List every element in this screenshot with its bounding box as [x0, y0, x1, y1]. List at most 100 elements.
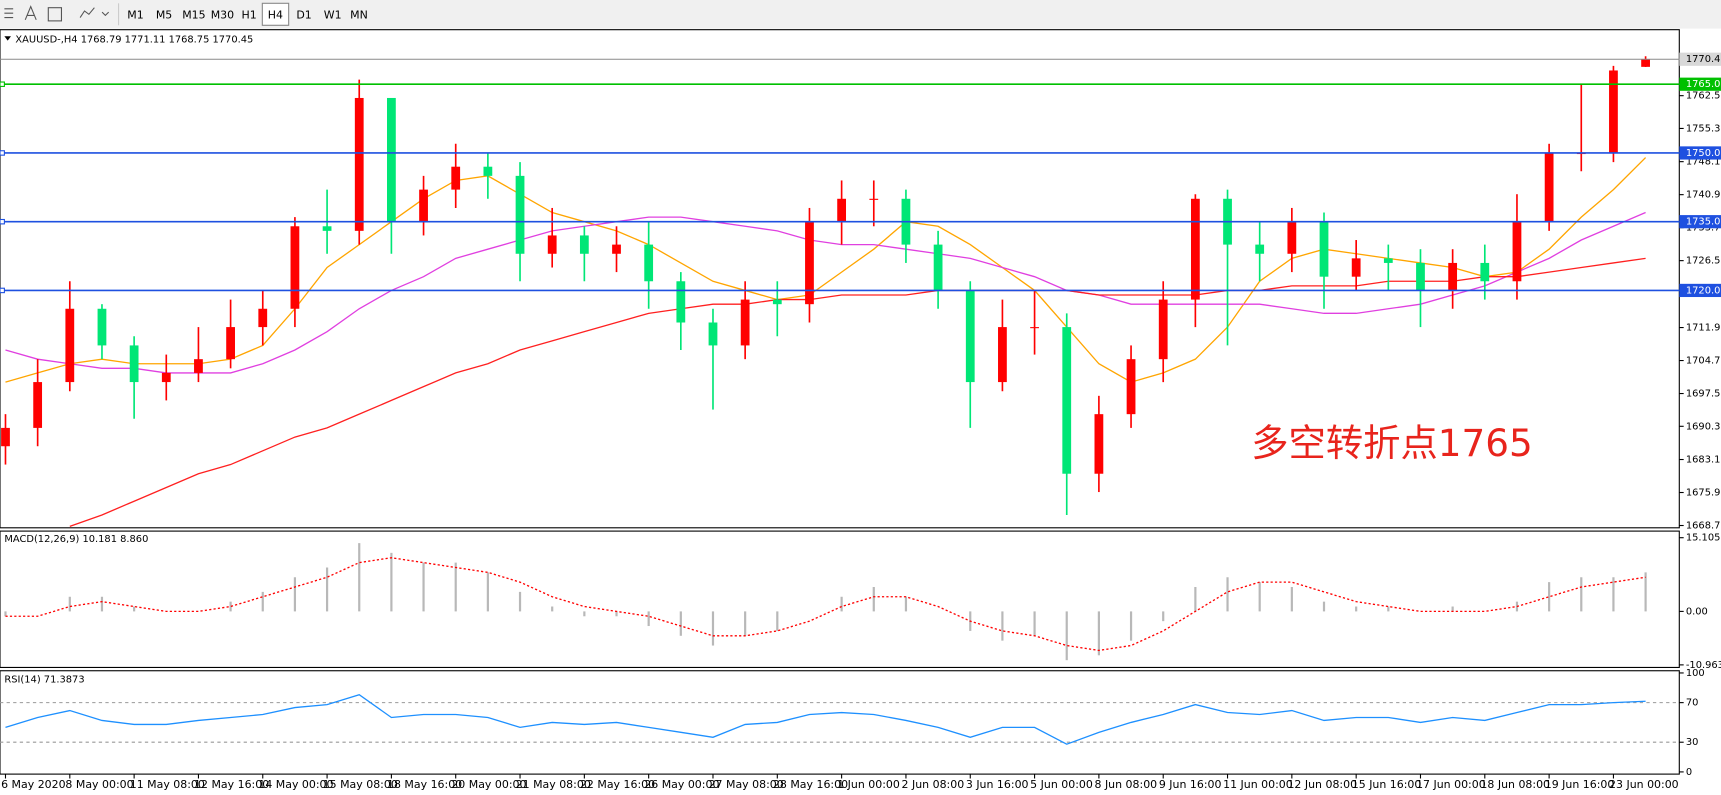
- macd-title: MACD(12,26,9) 10.181 8.860: [4, 534, 148, 545]
- candle-body: [322, 226, 332, 231]
- candle-body: [1383, 258, 1393, 263]
- level-price-label: 1750.00: [1686, 148, 1721, 159]
- level-handle: [0, 287, 5, 294]
- toolbar-icons: [4, 3, 120, 26]
- x-tick-label: 21 May 08:00: [516, 778, 591, 791]
- icon-text[interactable]: [24, 5, 37, 21]
- timeframe-button[interactable]: MN: [350, 8, 368, 21]
- x-tick-label: 11 May 08:00: [130, 778, 205, 791]
- last-price-label: 1770.45: [1686, 54, 1721, 65]
- timeframe-button[interactable]: M30: [211, 8, 234, 21]
- macd-signal-line: [5, 557, 1646, 652]
- candle-body: [194, 359, 203, 373]
- candle-body: [740, 299, 750, 346]
- main-pane: [0, 29, 1680, 529]
- x-tick-label: 18 May 16:00: [387, 778, 462, 791]
- candle-body: [33, 382, 43, 428]
- active-timeframe: [261, 2, 290, 26]
- candle-body: [1512, 221, 1522, 282]
- x-tick-label: 28 May 16:00: [773, 778, 848, 791]
- candle-body: [1062, 327, 1072, 474]
- symbol-menu[interactable]: [4, 36, 11, 41]
- moving-average: [5, 211, 1646, 374]
- candle-body: [290, 226, 300, 309]
- last-price-box: [1679, 52, 1721, 66]
- y-tick-label: -10.963: [1686, 660, 1721, 671]
- level-price-box: [1679, 77, 1721, 91]
- candle-body: [354, 97, 364, 231]
- x-tick-label: 12 May 16:00: [194, 778, 269, 791]
- icon-shapes[interactable]: [79, 7, 110, 18]
- level-price-label: 1765.00: [1686, 79, 1721, 90]
- y-tick-label: 1668.70: [1686, 521, 1721, 532]
- timeframe-button[interactable]: M1: [127, 8, 143, 21]
- candle-body: [1255, 244, 1265, 254]
- timeframe-button[interactable]: D1: [296, 8, 311, 21]
- y-tick-label: 1704.70: [1686, 356, 1721, 367]
- candle-body: [1448, 262, 1458, 291]
- y-tick-label: 1748.10: [1686, 157, 1721, 168]
- y-tick-label: 0: [1686, 767, 1692, 778]
- level-price-label: 1720.00: [1686, 285, 1721, 296]
- candle-body: [1030, 327, 1039, 329]
- candle-body: [1480, 262, 1490, 282]
- timeframe-button[interactable]: H4: [268, 8, 283, 21]
- candle-body: [1094, 414, 1104, 474]
- icon-lines[interactable]: [4, 8, 14, 19]
- candle-body: [1609, 70, 1618, 153]
- timeframe-button[interactable]: H1: [241, 8, 256, 21]
- moving-average: [69, 257, 1646, 528]
- rsi-pane: [0, 670, 1680, 775]
- timeframe-button[interactable]: M5: [156, 8, 172, 21]
- y-tick-label: 15.105: [1686, 533, 1721, 544]
- y-tick-label: 1726.50: [1686, 256, 1721, 267]
- candle-body: [65, 308, 75, 383]
- candle-body: [612, 244, 621, 254]
- candle-body: [1319, 221, 1329, 277]
- moving-average: [5, 157, 1647, 383]
- candle-body: [805, 221, 814, 305]
- level-handle: [0, 150, 5, 156]
- candle-body: [1126, 359, 1136, 415]
- x-tick-label: 15 Jun 16:00: [1352, 778, 1422, 791]
- x-tick-label: 27 May 08:00: [709, 778, 784, 791]
- y-tick-label: 1675.90: [1686, 488, 1721, 499]
- y-tick-label: 1683.10: [1686, 455, 1721, 466]
- y-tick-label: 1740.90: [1686, 190, 1721, 201]
- x-tick-label: 11 Jun 00:00: [1223, 778, 1293, 791]
- level-price-label: 1735.00: [1686, 217, 1721, 228]
- x-tick-label: 19 Jun 16:00: [1545, 778, 1615, 791]
- x-tick-label: 15 May 08:00: [323, 778, 398, 791]
- level-price-box: [1679, 146, 1721, 160]
- candle-body: [644, 244, 654, 282]
- candle-body: [97, 308, 107, 346]
- x-tick-label: 14 May 00:00: [258, 778, 333, 791]
- x-tick-label: 9 Jun 16:00: [1159, 778, 1222, 791]
- candle-body: [1544, 152, 1554, 222]
- candle-body: [1641, 59, 1650, 67]
- rsi-line: [5, 693, 1646, 745]
- toolbar: [0, 0, 1721, 29]
- y-tick-label: 70: [1686, 698, 1699, 709]
- x-tick-label: 8 May 00:00: [65, 778, 133, 791]
- candle-body: [129, 345, 139, 383]
- x-tick-label: 1 Jun 00:00: [837, 778, 900, 791]
- candle-body: [1287, 221, 1297, 254]
- y-tick-label: 1755.35: [1686, 123, 1721, 134]
- level-handle: [0, 81, 5, 87]
- x-tick-label: 8 Jun 08:00: [1095, 778, 1158, 791]
- timeframe-button[interactable]: M15: [182, 8, 205, 21]
- candle-body: [708, 322, 718, 346]
- candle-body: [965, 290, 975, 383]
- candle-body: [869, 198, 879, 200]
- candle-body: [483, 166, 493, 176]
- timeframe-button[interactable]: W1: [324, 8, 342, 21]
- y-tick-label: 1690.35: [1686, 421, 1721, 432]
- rsi-title: RSI(14) 71.3873: [4, 675, 84, 686]
- plot-area: [1, 56, 1650, 528]
- candle-body: [419, 189, 428, 222]
- level-price-box: [1679, 283, 1721, 298]
- icon-label[interactable]: [47, 7, 63, 22]
